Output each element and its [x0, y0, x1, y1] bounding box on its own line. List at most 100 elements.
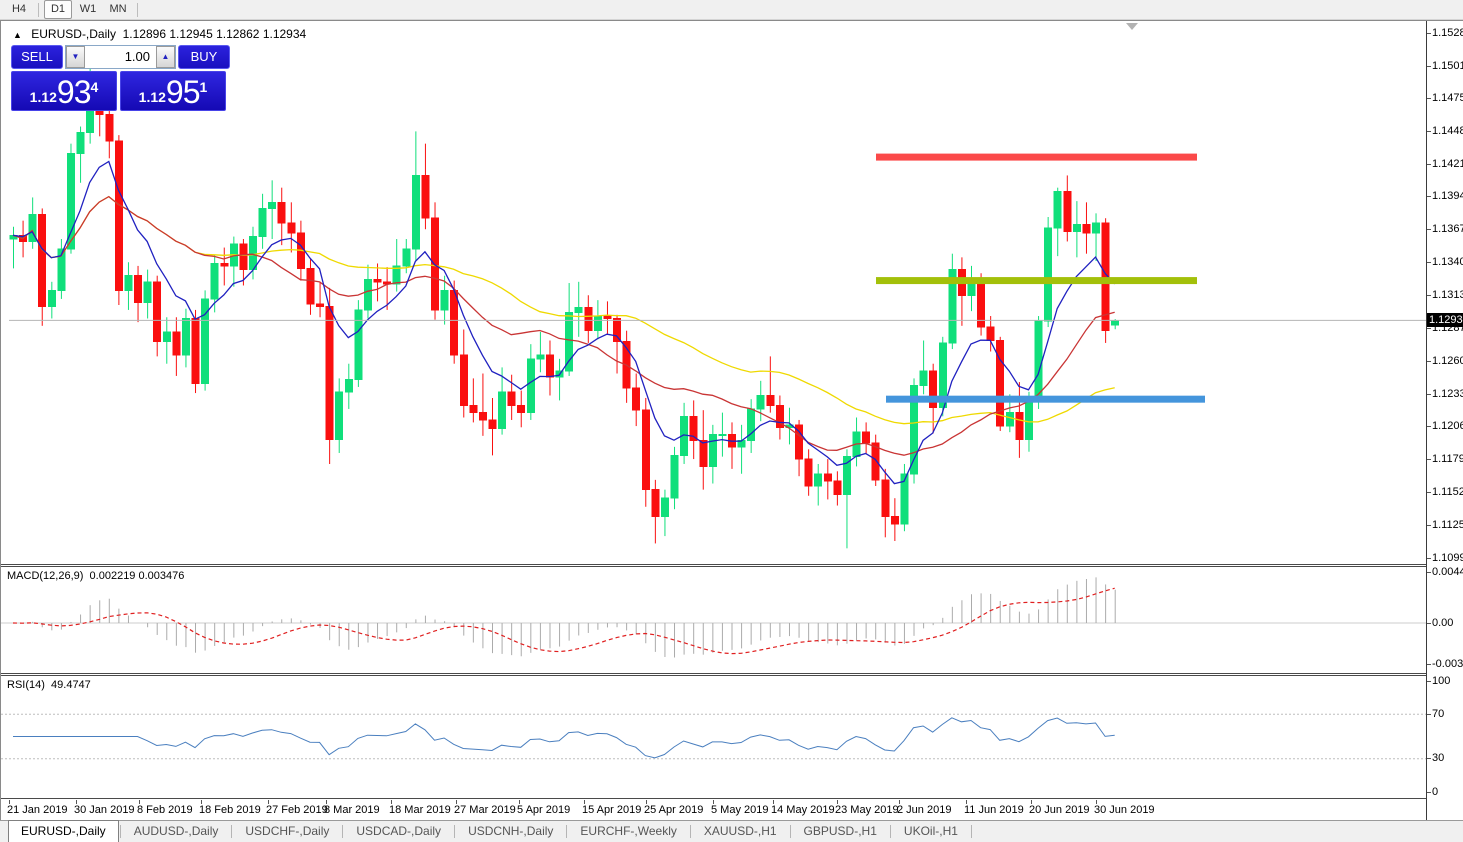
candle-body — [210, 262, 219, 300]
candle-body — [431, 217, 440, 311]
candle-body — [66, 152, 75, 250]
chart-tab-usdcaddaily[interactable]: USDCAD-,Daily — [356, 824, 442, 838]
time-tick-mark — [713, 800, 714, 804]
buy-quote-button[interactable]: 1.12 95 1 — [120, 71, 226, 111]
time-tick-label: 15 Apr 2019 — [582, 804, 642, 816]
candle-body — [766, 395, 775, 406]
sell-button[interactable]: SELL — [11, 45, 63, 69]
candle-body — [756, 395, 765, 410]
candle-body — [114, 140, 123, 291]
candle-body — [249, 236, 257, 271]
candle-body — [536, 354, 545, 360]
candle-body — [1034, 320, 1043, 403]
chart-tab-audusddaily[interactable]: AUDUSD-,Daily — [133, 824, 219, 838]
price-axis[interactable]: 1.12934 1.15285 1.15015 1.14750 1.14480 1.14… — [1427, 21, 1463, 820]
volume-input[interactable]: 1.00 — [124, 49, 150, 64]
candle-body — [545, 354, 554, 378]
candle-body — [124, 275, 133, 291]
axis-tick-mark — [1427, 459, 1431, 460]
candle-body — [507, 391, 516, 406]
timeframe-button-mn[interactable]: MN — [109, 3, 127, 15]
volume-decrease-icon[interactable]: ▼ — [66, 46, 85, 68]
candle-body — [258, 207, 267, 238]
main-chart-canvas[interactable] — [1, 21, 1426, 564]
candle-body — [335, 391, 344, 441]
axis-tick-mark — [1427, 426, 1431, 427]
time-tick-mark — [899, 800, 900, 804]
time-tick-label: 20 Jun 2019 — [1029, 804, 1090, 816]
axis-tick-mark — [1427, 792, 1431, 793]
timeframe-button-w1[interactable]: W1 — [79, 3, 97, 15]
time-tick-mark — [837, 800, 838, 804]
candle-body — [613, 317, 622, 343]
candle-body — [1063, 190, 1072, 233]
candle-body — [795, 424, 804, 460]
axis-tick-label: 70 — [1432, 708, 1445, 720]
chart-tab-usdchfdaily[interactable]: USDCHF-,Daily — [245, 824, 330, 838]
chart-tab-eurchfweekly[interactable]: EURCHF-,Weekly — [580, 824, 677, 838]
chart-tab-eurusddaily[interactable]: EURUSD-,Daily — [8, 820, 119, 842]
axis-tick-label: 1.11525 — [1432, 486, 1463, 498]
buy-button[interactable]: BUY — [178, 45, 230, 69]
chart-shift-marker-icon[interactable] — [1126, 23, 1138, 30]
candle-body — [373, 278, 382, 283]
timeframe-button-d1[interactable]: D1 — [44, 0, 72, 19]
candle-body — [1072, 223, 1081, 233]
sell-quote-button[interactable]: 1.12 93 4 — [11, 71, 117, 111]
axis-tick-mark — [1427, 295, 1431, 296]
volume-spinner: ▼ 1.00 ▲ — [65, 45, 176, 69]
candle-body — [890, 516, 899, 525]
time-axis[interactable]: 21 Jan 2019 30 Jan 2019 8 Feb 2019 18 Feb 2… — [1, 800, 1426, 820]
chart-tab-ukoilh1[interactable]: UKOil-,H1 — [903, 824, 958, 838]
candle-body — [804, 458, 813, 487]
candle-body — [593, 315, 602, 332]
candle-body — [201, 298, 210, 384]
resistance-line[interactable] — [876, 153, 1197, 161]
axis-tick-label: 1.15015 — [1432, 60, 1463, 72]
time-tick-mark — [1031, 800, 1032, 804]
tab-separator — [342, 825, 344, 838]
candle-body — [526, 358, 535, 414]
candle-body — [76, 132, 85, 154]
volume-increase-icon[interactable]: ▲ — [156, 46, 175, 68]
pane-separator[interactable] — [1, 673, 1426, 676]
candle-body — [421, 174, 430, 219]
time-tick-label: 18 Feb 2019 — [199, 804, 261, 816]
chart-tab-usdcnhdaily[interactable]: USDCNH-,Daily — [468, 824, 554, 838]
support-line[interactable] — [886, 395, 1205, 403]
tab-separator — [566, 825, 568, 838]
chart-title: ▲ EURUSD-,Daily 1.12896 1.12945 1.12862 … — [13, 27, 306, 41]
candle-body — [718, 434, 727, 437]
candle-body — [517, 404, 526, 414]
ohlc-high: 1.12945 — [169, 27, 213, 41]
candle-body — [220, 262, 229, 267]
candle-body — [823, 473, 832, 482]
candle-body — [105, 113, 114, 142]
axis-tick-mark — [1427, 262, 1431, 263]
axis-tick-label: 1.14480 — [1432, 125, 1463, 137]
time-tick-label: 27 Mar 2019 — [454, 804, 516, 816]
time-tick-mark — [1096, 800, 1097, 804]
sell-price-big: 93 — [56, 74, 92, 110]
timeframe-button-h4[interactable]: H4 — [11, 3, 27, 15]
time-tick-mark — [966, 800, 967, 804]
chart-window: ▲ EURUSD-,Daily 1.12896 1.12945 1.12862 … — [0, 20, 1463, 820]
one-click-collapse-icon[interactable]: ▲ — [13, 30, 22, 40]
mid-line[interactable] — [876, 277, 1197, 285]
rsi-canvas[interactable] — [1, 676, 1426, 798]
moving-average-line — [12, 160, 1116, 485]
axis-tick-mark — [1427, 131, 1431, 132]
candle-body — [469, 404, 478, 414]
axis-tick-label: 0.004465 — [1432, 566, 1463, 578]
candle-body — [143, 281, 152, 304]
pane-separator[interactable] — [1, 564, 1426, 567]
candle-body — [1082, 223, 1091, 234]
chart-tab-gbpusdh1[interactable]: GBPUSD-,H1 — [803, 824, 877, 838]
chart-tab-xauusdh1[interactable]: XAUUSD-,H1 — [703, 824, 777, 838]
candle-body — [660, 497, 669, 518]
candle-body — [277, 201, 286, 224]
macd-canvas[interactable] — [1, 567, 1426, 673]
axis-tick-mark — [1427, 229, 1431, 230]
plot-area[interactable]: ▲ EURUSD-,Daily 1.12896 1.12945 1.12862 … — [1, 21, 1427, 820]
candle-body — [603, 315, 612, 319]
